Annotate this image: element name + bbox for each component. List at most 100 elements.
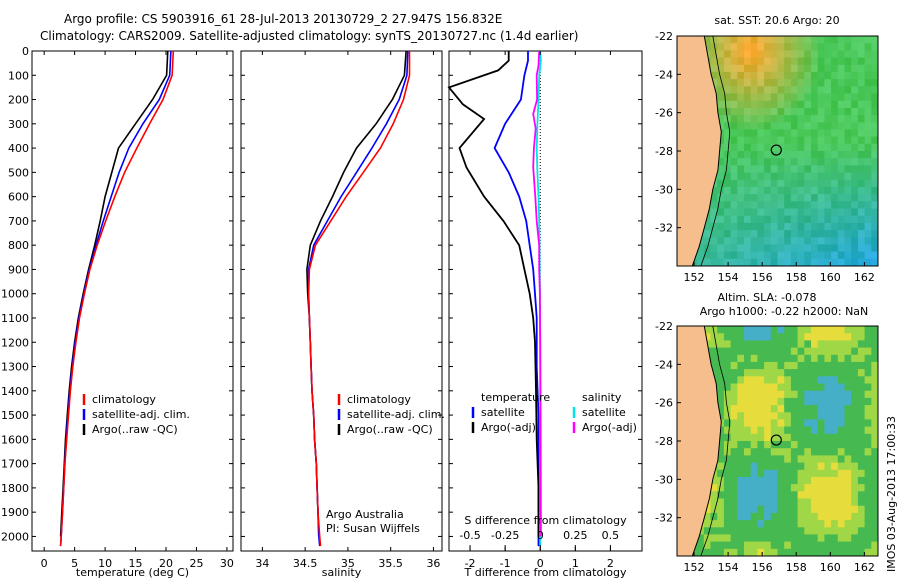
sla_map-cell <box>857 541 866 550</box>
sst_map-cell <box>717 64 725 73</box>
sst_map-cell <box>790 186 799 195</box>
sst_map-cell <box>790 201 799 210</box>
sst_map-cell <box>817 122 825 131</box>
sla_map-cell <box>817 541 825 550</box>
sst_map-cell <box>723 100 732 109</box>
sst_map-cell <box>804 71 812 80</box>
sst_map-cell <box>864 194 872 202</box>
sst_map-cell <box>851 215 859 224</box>
sla_map-cell <box>784 333 792 341</box>
sst_map-cell <box>710 251 718 260</box>
sla_map-cell <box>764 419 772 428</box>
sst_map-cell <box>837 186 846 195</box>
sla_map-cell <box>864 405 872 413</box>
sst_map-cell <box>777 222 785 231</box>
sla_map-cell <box>837 426 846 435</box>
sst_map-cell <box>871 79 878 87</box>
sla_map-cell <box>871 476 878 485</box>
depth-tick-label: 1100 <box>1 312 29 325</box>
sla_map-cell <box>831 512 839 521</box>
sla_map-cell <box>744 512 752 521</box>
depth-tick-label: 1300 <box>1 361 29 374</box>
sst_map-cell <box>757 43 765 51</box>
sst_map-cell <box>797 172 805 181</box>
sst_map-cell <box>737 107 745 116</box>
sla_map-cell <box>844 441 852 449</box>
sst_map-cell <box>777 115 785 123</box>
sst_map-cell <box>811 194 819 202</box>
sla_map-cell <box>817 397 825 406</box>
sst_map-cell <box>857 244 866 253</box>
sst_map-y-tick-label: -24 <box>655 68 673 81</box>
sst_map-cell <box>790 129 799 138</box>
sst_map-cell <box>811 186 819 195</box>
sst_map-cell <box>864 222 872 231</box>
sla_map-cell <box>717 505 725 514</box>
sst_map-cell <box>871 251 878 260</box>
sst_map-cell <box>770 172 779 181</box>
sst_map-cell <box>730 251 738 260</box>
sst_map-cell <box>790 244 799 253</box>
sla_map-cell <box>824 455 832 464</box>
sla_map-cell <box>837 390 846 399</box>
sla_map-cell <box>851 326 859 334</box>
sst_map-cell <box>831 158 839 166</box>
sst_map-cell <box>871 93 878 102</box>
side-label-text: IMOS 03-Aug-2013 17:00:33 <box>885 416 898 572</box>
sst_map-cell <box>851 57 859 66</box>
sla_map-cell <box>851 541 859 550</box>
sla_map-cell <box>777 412 785 421</box>
difference-s-tick-label: 0 <box>537 529 544 542</box>
sst_map-cell <box>730 43 738 51</box>
sst_map-cell <box>697 244 705 253</box>
sst_map-cell <box>864 115 872 123</box>
difference-legend-temperature-title: temperature <box>481 391 550 404</box>
sla_map-cell <box>770 498 779 507</box>
sla_map-cell <box>851 484 859 492</box>
sst_map-cell <box>717 36 725 44</box>
sla_map-cell <box>797 534 805 543</box>
sst_map-cell <box>790 115 799 123</box>
sla_map-cell <box>730 397 738 406</box>
sst_map-cell <box>723 43 732 51</box>
sla_map-cell <box>811 527 819 536</box>
sst_map-cell <box>750 143 758 152</box>
sla_map-cell <box>777 369 785 377</box>
sla-map-subtitle: Argo h1000: -0.22 h2000: NaN <box>700 305 869 318</box>
sst_map-cell <box>777 201 785 210</box>
sst_map-cell <box>837 258 846 266</box>
sla_map-cell <box>831 433 839 442</box>
sla_map-cell <box>737 433 745 442</box>
sla_map-cell <box>857 354 866 363</box>
sla_map-cell <box>797 455 805 464</box>
sst_map-cell <box>757 100 765 109</box>
sla_map-cell <box>797 441 805 449</box>
sst_map-cell <box>824 64 832 73</box>
sst_map-cell <box>864 237 872 246</box>
sst_map-cell <box>851 43 859 51</box>
sst_map-cell <box>723 64 732 73</box>
temperature-x-tick-label: 0 <box>41 557 48 570</box>
sla_map-cell <box>811 534 819 543</box>
sla_map-cell <box>777 405 785 413</box>
sla_map-cell <box>750 469 758 478</box>
sla_map-cell <box>750 419 758 428</box>
sla_map-cell <box>857 512 866 521</box>
sla_map-cell <box>831 548 839 556</box>
sst_map-cell <box>804 122 812 131</box>
sst_map-cell <box>857 50 866 59</box>
sla_map-cell <box>737 455 745 464</box>
sst_map-cell <box>710 71 718 80</box>
sst_map-cell <box>817 251 825 260</box>
sla_map-cell <box>757 426 765 435</box>
sla_map-cell <box>857 448 866 456</box>
sst_map-cell <box>857 208 866 217</box>
sst_map-cell <box>744 143 752 152</box>
sst_map-cell <box>717 165 725 174</box>
sla_map-cell <box>797 476 805 485</box>
sla_map-cell <box>857 476 866 485</box>
sst_map-cell <box>764 237 772 246</box>
sla_map-cell <box>837 541 846 550</box>
difference-series-line <box>493 51 540 547</box>
sst_map-cell <box>857 258 866 266</box>
